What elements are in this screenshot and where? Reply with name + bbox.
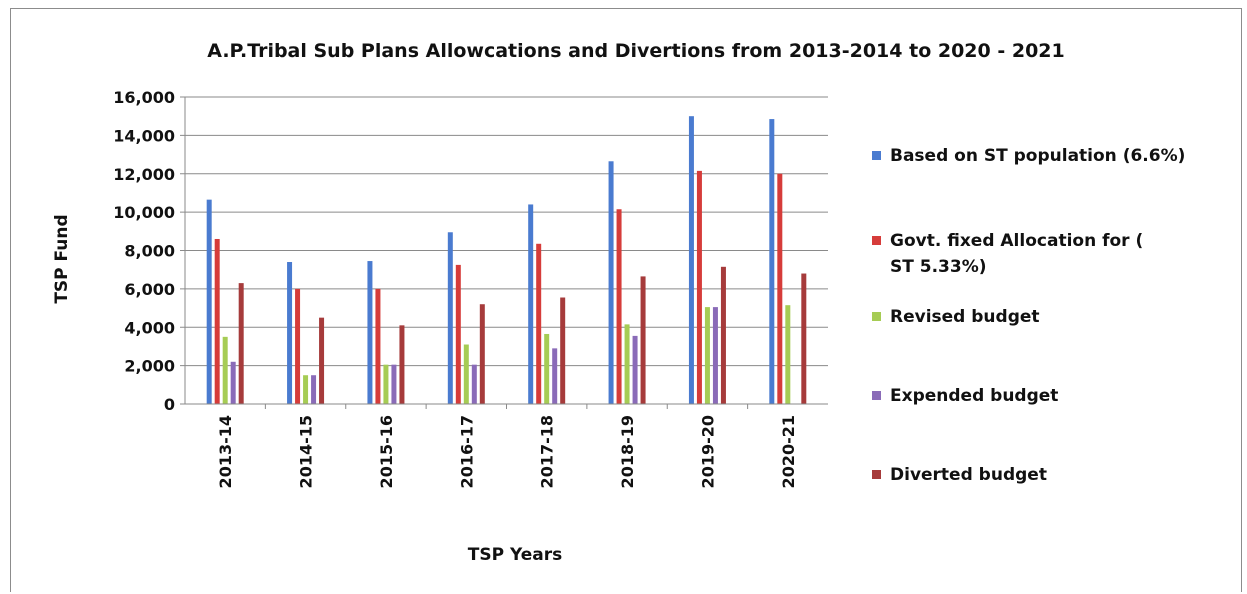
bar-2017-18-4 (560, 297, 566, 404)
bar-2020-21-4 (801, 273, 807, 404)
y-axis-ticks: 0 2,000 4,000 6,000 8,000 10,000 12,000 14,000 1… (113, 88, 185, 414)
bar-2019-20-0 (688, 116, 694, 404)
x-tick-label: 2015-16 (377, 415, 396, 488)
chart-title: A.P.Tribal Sub Plans Allowcations and Di… (207, 40, 1064, 62)
x-tick-label: 2019-20 (698, 415, 717, 488)
bar-2015-16-3 (391, 364, 397, 404)
bar-2017-18-1 (536, 243, 542, 404)
bar-2020-21-1 (777, 173, 783, 404)
x-axis-ticks: 2013-14 2014-15 2015-16 2016-17 2017-18 2018-… (216, 404, 798, 488)
bar-2015-16-0 (367, 261, 373, 404)
y-tick-label: 8,000 (124, 242, 175, 261)
bar-2018-19-2 (624, 324, 630, 404)
x-tick-label: 2014-15 (297, 415, 316, 488)
y-tick-label: 6,000 (124, 280, 175, 299)
x-tick-label: 2016-17 (457, 415, 476, 488)
y-axis-title: TSP Fund (52, 214, 72, 303)
bar-2014-15-3 (311, 375, 317, 404)
bar-2019-20-4 (720, 266, 726, 404)
bar-2016-17-2 (463, 344, 469, 404)
legend-label: Expended budget (890, 386, 1058, 406)
legend: Based on ST population (6.6%) Govt. fixed… (872, 146, 1185, 485)
bar-2016-17-3 (471, 364, 477, 404)
chart-frame: A.P.Tribal Sub Plans Allowcations and Di… (10, 8, 1242, 592)
bar-2014-15-4 (319, 317, 325, 404)
bar-2020-21-2 (785, 305, 791, 404)
legend-swatch (872, 236, 881, 245)
y-tick-label: 4,000 (124, 318, 175, 337)
y-tick-label: 12,000 (113, 165, 175, 184)
bar-2013-14-2 (222, 336, 228, 404)
bar-2015-16-1 (375, 288, 381, 404)
bar-2016-17-0 (447, 232, 453, 404)
bar-2013-14-0 (206, 199, 212, 404)
legend-swatch (872, 151, 881, 160)
bar-2014-15-2 (303, 375, 309, 404)
bar-2018-19-4 (640, 276, 646, 404)
bar-2013-14-3 (230, 361, 236, 404)
legend-label: Diverted budget (890, 465, 1047, 485)
bar-2019-20-1 (696, 170, 702, 404)
bar-2019-20-3 (712, 307, 718, 404)
bar-2018-19-3 (632, 335, 638, 404)
bar-2016-17-4 (479, 304, 485, 404)
legend-swatch (872, 391, 881, 400)
x-axis-title: TSP Years (468, 545, 562, 565)
bar-2019-20-2 (704, 307, 710, 404)
bar-2017-18-2 (544, 333, 550, 404)
legend-label: Revised budget (890, 307, 1040, 327)
y-tick-label: 2,000 (124, 357, 175, 376)
bar-2016-17-1 (455, 264, 461, 404)
x-tick-label: 2020-21 (779, 415, 798, 488)
bars (206, 116, 807, 405)
y-tick-label: 14,000 (113, 126, 175, 145)
x-tick-label: 2017-18 (538, 415, 557, 488)
bar-2014-15-1 (295, 288, 301, 404)
y-tick-label: 0 (164, 395, 175, 414)
legend-label: Based on ST population (6.6%) (890, 146, 1185, 166)
x-tick-label: 2013-14 (216, 415, 235, 488)
x-tick-label: 2018-19 (618, 415, 637, 488)
bar-2018-19-0 (608, 161, 614, 404)
bar-2014-15-0 (287, 262, 293, 404)
y-tick-label: 16,000 (113, 88, 175, 107)
bar-2013-14-4 (238, 283, 244, 404)
legend-swatch (872, 312, 881, 321)
bar-2020-21-0 (769, 119, 775, 405)
bar-2018-19-1 (616, 209, 622, 404)
y-tick-label: 10,000 (113, 203, 175, 222)
bar-2013-14-1 (214, 238, 220, 404)
bar-2017-18-0 (528, 204, 534, 404)
bar-2015-16-4 (399, 325, 405, 404)
legend-swatch (872, 470, 881, 479)
gridlines (185, 96, 828, 367)
bar-2017-18-3 (552, 348, 558, 404)
bar-2015-16-2 (383, 364, 389, 404)
legend-label: Govt. fixed Allocation for (ST 5.33%) (890, 231, 1143, 277)
bar-chart: A.P.Tribal Sub Plans Allowcations and Di… (52, 40, 1185, 565)
